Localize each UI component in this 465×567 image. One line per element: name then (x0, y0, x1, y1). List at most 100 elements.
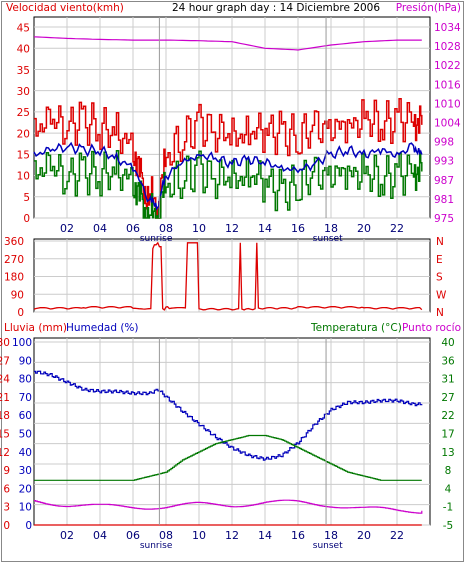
y-tick-label-direction: 90 (11, 289, 24, 301)
y-tick-label-compass: N (436, 236, 444, 248)
y-tick-label-rain: 6 (3, 483, 10, 495)
y-tick-label-humidity: 60 (19, 410, 32, 422)
sunrise-label: sunrise (140, 541, 173, 551)
y-tick-label-humidity: 10 (19, 502, 32, 514)
y-tick-label-wind: 20 (17, 128, 30, 140)
y-tick-label-wind: 15 (17, 150, 30, 162)
y-tick-label-wind: 35 (17, 65, 30, 77)
y-tick-label-rain: 30 (0, 337, 10, 349)
y-tick-label-humidity: 100 (12, 337, 32, 349)
x-tick-label: 06 (126, 529, 140, 542)
x-tick-label: 06 (126, 222, 140, 235)
y-tick-label-pressure: 1016 (434, 79, 461, 91)
y-tick-label-humidity: 70 (19, 392, 32, 404)
x-tick-label: 02 (60, 222, 74, 235)
y-tick-label-pressure: 1022 (434, 60, 461, 72)
x-tick-label: 18 (324, 222, 338, 235)
y-tick-label-rain: 18 (0, 410, 10, 422)
x-tick-label: 04 (93, 529, 107, 542)
series-line-presión (33, 36, 422, 51)
y-tick-label-wind: 10 (17, 171, 30, 183)
y-tick-label-pressure: 998 (434, 137, 454, 149)
y-tick-label-compass: S (436, 272, 443, 284)
y-tick-label-temperature: 40 (441, 337, 454, 349)
y-tick-label-rain: 12 (0, 447, 10, 459)
y-tick-label-temperature: 4 (445, 483, 452, 495)
y-tick-label-temperature: 31 (441, 374, 454, 386)
series-line-humedad (34, 370, 423, 461)
series-line-velocidad-viento (34, 98, 423, 219)
wind-speed-axis-label: Velocidad viento(kmh) (6, 2, 124, 14)
y-tick-label-pressure: 981 (434, 194, 454, 206)
y-tick-label-humidity: 20 (19, 483, 32, 495)
y-tick-label-temperature: 22 (441, 410, 454, 422)
humidity-axis-label: Humedad (%) (66, 322, 139, 334)
x-tick-label: 10 (192, 222, 206, 235)
y-tick-label-pressure: 1010 (434, 98, 461, 110)
y-tick-label-rain: 27 (0, 355, 10, 367)
x-tick-label: 04 (93, 222, 107, 235)
x-tick-label: 10 (192, 529, 206, 542)
series-line-blue (33, 141, 423, 211)
y-tick-label-direction: 360 (4, 236, 24, 248)
x-tick-label: 16 (291, 529, 305, 542)
y-tick-label-wind: 25 (17, 107, 30, 119)
x-tick-label: 14 (258, 222, 272, 235)
chart-title: 24 hour graph day : 14 Diciembre 2006 (172, 2, 380, 14)
x-tick-label: 20 (357, 222, 371, 235)
series-line-temperatura (34, 434, 422, 481)
y-tick-label-temperature: -5 (443, 520, 453, 532)
sunrise-label: sunrise (140, 234, 173, 244)
y-tick-label-pressure: 1028 (434, 41, 461, 53)
dewpoint-axis-label: Punto rocío (402, 322, 461, 334)
x-tick-label: 08 (159, 529, 173, 542)
y-tick-label-humidity: 30 (19, 465, 32, 477)
pressure-axis-label: Presión(hPa) (396, 2, 461, 14)
y-tick-label-humidity: 40 (19, 447, 32, 459)
y-tick-label-rain: 15 (0, 429, 10, 441)
y-tick-label-wind: 5 (23, 192, 30, 204)
y-tick-label-compass: E (436, 254, 443, 266)
y-tick-label-temperature: 17 (441, 429, 454, 441)
y-tick-label-pressure: 975 (434, 213, 454, 225)
y-tick-label-pressure: 1004 (434, 118, 461, 130)
x-tick-label: 18 (324, 529, 338, 542)
y-tick-label-rain: 0 (3, 520, 10, 532)
x-tick-label: 14 (258, 529, 272, 542)
temperature-axis-label: Temperatura (°C) (310, 322, 402, 334)
y-tick-label-temperature: -1 (443, 502, 453, 514)
y-tick-label-direction: 180 (4, 272, 24, 284)
y-tick-label-rain: 9 (3, 465, 10, 477)
series-line-wind-direction (33, 241, 423, 311)
y-tick-label-humidity: 90 (19, 355, 32, 367)
y-tick-label-rain: 24 (0, 374, 10, 386)
y-tick-label-temperature: 8 (445, 465, 452, 477)
y-tick-label-compass: W (436, 289, 447, 301)
x-tick-label: 22 (390, 529, 404, 542)
x-tick-label: 02 (60, 529, 74, 542)
y-tick-label-humidity: 80 (19, 374, 32, 386)
y-tick-label-direction: 270 (4, 254, 24, 266)
y-tick-label-humidity: 50 (19, 429, 32, 441)
x-tick-label: 16 (291, 222, 305, 235)
y-tick-label-direction: 0 (17, 307, 24, 319)
x-tick-label: 20 (357, 529, 371, 542)
y-tick-label-temperature: 36 (441, 355, 455, 367)
series-line-punto-rocio (34, 499, 423, 514)
y-tick-label-wind: 45 (17, 23, 30, 35)
rain-axis-label: Lluvia (mm) (4, 322, 67, 334)
y-tick-label-rain: 3 (3, 502, 10, 514)
y-tick-label-wind: 30 (17, 86, 30, 98)
y-tick-label-pressure: 1034 (434, 22, 461, 34)
y-tick-label-compass: N (436, 307, 444, 319)
y-tick-label-pressure: 987 (434, 175, 454, 187)
x-tick-label: 12 (225, 222, 239, 235)
x-tick-label: 12 (225, 529, 239, 542)
y-tick-label-rain: 21 (0, 392, 10, 404)
x-tick-label: 22 (390, 222, 404, 235)
y-tick-label-temperature: 27 (441, 392, 454, 404)
y-tick-label-wind: 40 (17, 44, 30, 56)
